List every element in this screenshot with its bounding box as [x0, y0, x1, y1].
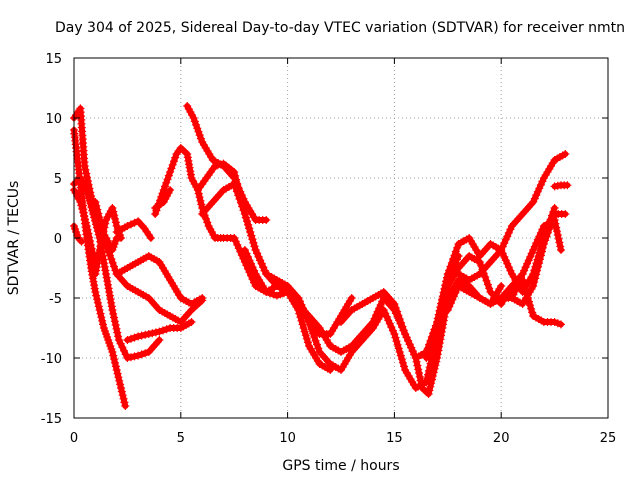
data-series	[70, 102, 572, 410]
series-pass-9	[123, 318, 196, 344]
x-tick-label: 15	[386, 431, 403, 446]
y-axis-label: SDTVAR / TECUs	[6, 181, 22, 296]
axis-ticks: 0 5 10 15 20 25 -15 -10 -5 0 5 10 15	[41, 52, 617, 446]
series-points	[550, 181, 572, 191]
series-pass-21	[454, 150, 570, 284]
series-points	[123, 318, 196, 344]
x-tick-label: 5	[177, 431, 185, 446]
series-pass-11	[151, 186, 175, 212]
series-points	[507, 216, 565, 302]
series-pass-7	[112, 252, 207, 308]
series-pass-23	[507, 216, 565, 302]
series-points	[151, 186, 175, 212]
series-points	[70, 126, 130, 410]
chart-title: Day 304 of 2025, Sidereal Day-to-day VTE…	[55, 20, 625, 36]
series-pass-1	[70, 126, 130, 410]
series-pass-6	[91, 198, 207, 326]
series-pass-16	[240, 246, 463, 392]
y-tick-label: -15	[41, 412, 62, 427]
series-pass-13	[193, 159, 356, 338]
x-tick-label: 25	[600, 431, 617, 446]
x-tick-label: 20	[493, 431, 510, 446]
x-axis-label: GPS time / hours	[282, 458, 399, 474]
series-points	[240, 246, 463, 392]
y-tick-label: -5	[49, 292, 62, 307]
y-tick-label: 5	[54, 172, 62, 187]
series-points	[112, 252, 207, 308]
y-tick-label: 10	[45, 112, 62, 127]
series-points	[151, 144, 239, 242]
y-tick-label: 15	[45, 52, 62, 67]
y-tick-label: -10	[41, 352, 62, 367]
series-points	[91, 198, 207, 326]
y-tick-label: 0	[54, 232, 62, 247]
series-pass-8	[112, 217, 155, 242]
series-pass-24	[550, 181, 572, 191]
series-points	[112, 217, 155, 242]
x-tick-label: 10	[279, 431, 296, 446]
x-tick-label: 0	[70, 431, 78, 446]
series-points	[454, 150, 570, 284]
series-points	[193, 159, 356, 338]
grid	[74, 58, 608, 418]
series-pass-10	[151, 144, 239, 242]
